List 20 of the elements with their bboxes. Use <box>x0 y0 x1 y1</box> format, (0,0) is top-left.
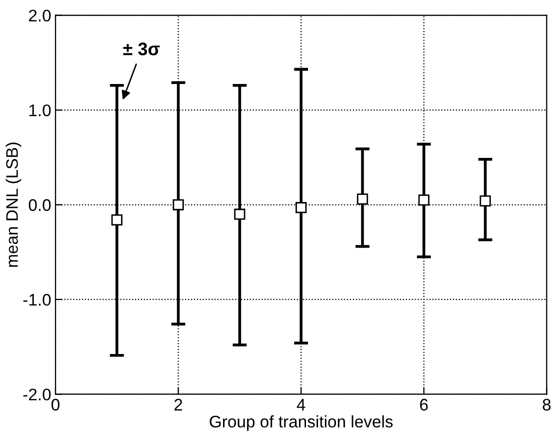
point <box>356 194 368 205</box>
y-tick-label: -1.0 <box>23 294 51 306</box>
point <box>234 208 246 220</box>
x-tick-label: 4 <box>296 398 306 410</box>
point <box>480 195 491 207</box>
x-tick-label: 0 <box>52 398 60 411</box>
x-axis-title: Group of transition levels <box>210 415 393 431</box>
x-tick-label: 2 <box>174 398 182 410</box>
annotation: ± 3σ <box>123 42 160 56</box>
point <box>172 199 184 210</box>
point <box>296 202 307 214</box>
y-tick-label: -2.0 <box>23 388 51 400</box>
y-tick-label: 1.0 <box>29 104 51 116</box>
point <box>418 194 430 206</box>
y-axis-title: mean DNL (LSB) <box>6 142 22 267</box>
y-tick-label: 2.0 <box>29 10 51 22</box>
y-tick-label: 0.0 <box>28 199 51 211</box>
x-tick-label: 6 <box>420 398 428 411</box>
point <box>111 214 122 226</box>
x-tick-label: 8 <box>542 398 551 411</box>
